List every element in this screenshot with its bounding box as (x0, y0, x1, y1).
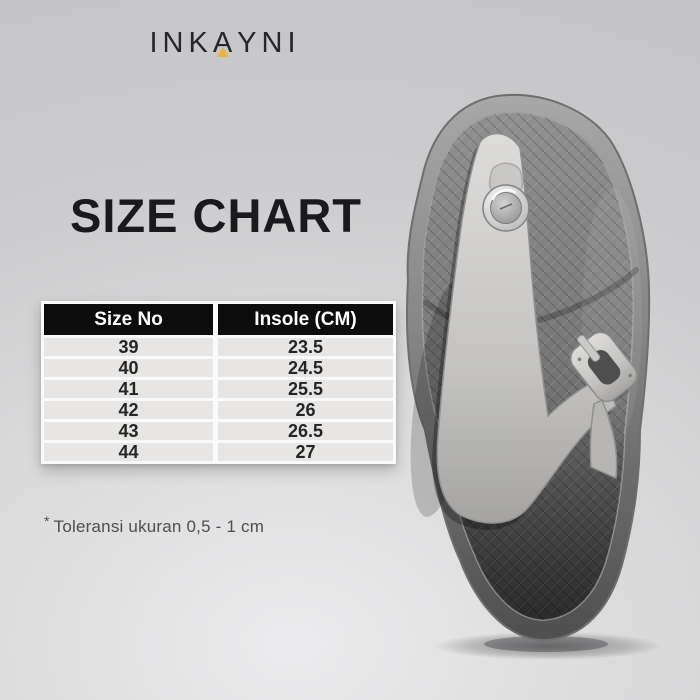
size-chart-table: Size No Insole (CM) 39 23.5 40 24.5 41 2… (41, 301, 396, 464)
size-col-header: Size No (44, 304, 213, 335)
insole-cell: 23.5 (218, 338, 393, 356)
insole-cell: 24.5 (218, 359, 393, 377)
logo-letter-a: A (212, 27, 238, 59)
brand-logo: INKA YNI (40, 27, 410, 60)
insole-cell: 25.5 (218, 380, 393, 398)
insole-cell: 26.5 (218, 422, 393, 440)
size-cell: 41 (44, 380, 213, 398)
footnote-text: Toleransi ukuran 0,5 - 1 cm (53, 517, 265, 536)
asterisk-mark: * (44, 513, 50, 529)
insole-cell: 26 (218, 401, 393, 419)
size-cell: 42 (44, 401, 213, 419)
logo-text-post: YNI (237, 27, 301, 59)
size-cell: 44 (44, 443, 213, 461)
page-title: SIZE CHART (70, 189, 362, 242)
insole-col-header: Insole (CM) (218, 304, 393, 335)
sandal-floor-shadow (433, 632, 663, 660)
sandal-photo (405, 94, 663, 660)
size-cell: 43 (44, 422, 213, 440)
gold-triangle-icon (217, 47, 230, 57)
insole-cell: 27 (218, 443, 393, 461)
metal-button (482, 184, 530, 232)
size-cell: 39 (44, 338, 213, 356)
buckle (570, 331, 638, 480)
logo-text-pre: INK (149, 27, 213, 59)
size-cell: 40 (44, 359, 213, 377)
tolerance-footnote: * Toleransi ukuran 0,5 - 1 cm (44, 513, 264, 537)
